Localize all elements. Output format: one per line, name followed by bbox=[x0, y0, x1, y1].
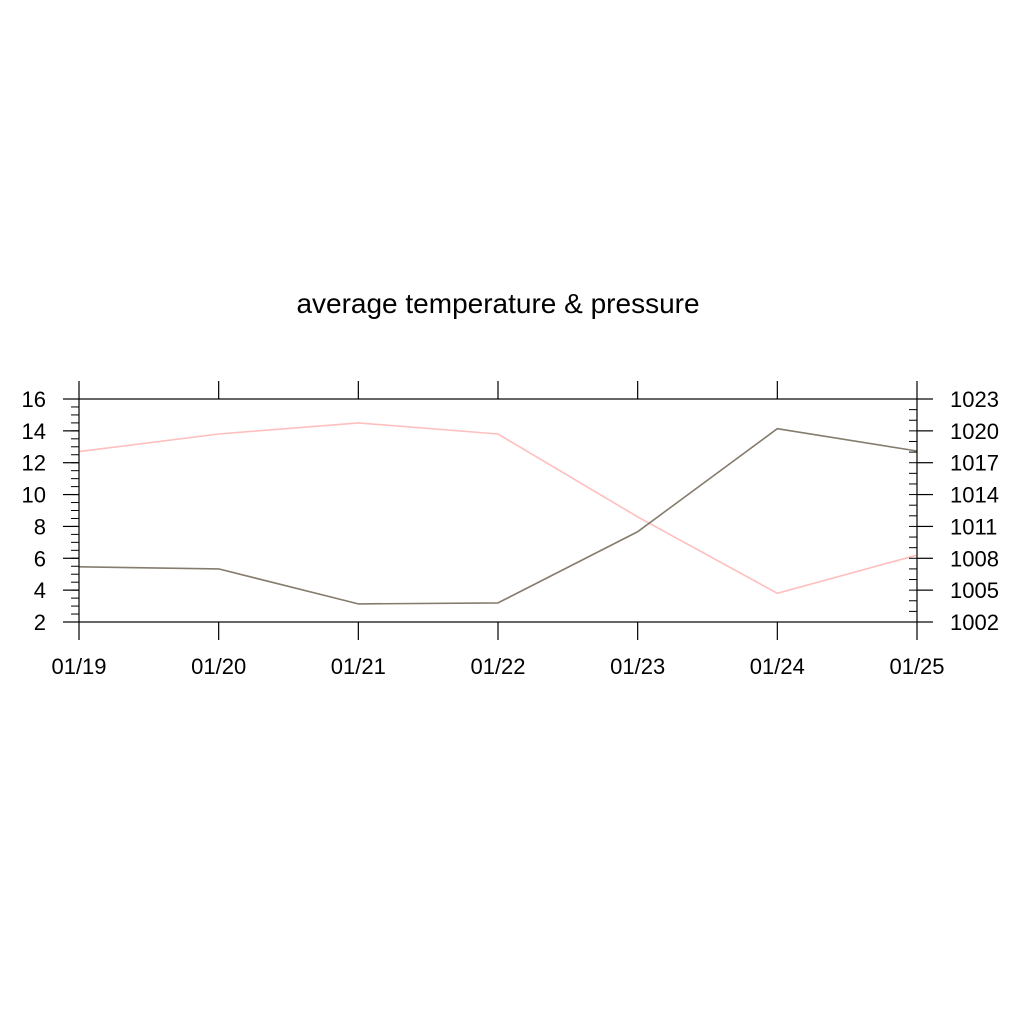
x-tick-label: 01/24 bbox=[750, 654, 805, 679]
x-tick-label: 01/20 bbox=[191, 654, 246, 679]
left-tick-label: 8 bbox=[34, 514, 46, 539]
axes-layer: 01/19 01/20 01/21 01/22 01/23 01/24 01/25 2 4 6 8 1… bbox=[22, 381, 999, 679]
x-tick-label: 01/23 bbox=[610, 654, 665, 679]
right-tick-label: 1023 bbox=[950, 387, 999, 412]
series-line-1 bbox=[78, 427, 918, 605]
left-tick-label: 10 bbox=[22, 483, 46, 508]
x-tick-label: 01/25 bbox=[889, 654, 944, 679]
x-tick-label: 01/22 bbox=[470, 654, 525, 679]
series-layer bbox=[78, 422, 918, 605]
series-line-0 bbox=[78, 422, 918, 595]
chart-title: average temperature & pressure bbox=[296, 288, 699, 319]
left-tick-label: 2 bbox=[34, 610, 46, 635]
left-tick-label: 6 bbox=[34, 546, 46, 571]
right-tick-label: 1017 bbox=[950, 451, 999, 476]
right-tick-label: 1002 bbox=[950, 610, 999, 635]
plot-frame bbox=[78, 398, 918, 623]
right-tick-label: 1008 bbox=[950, 546, 999, 571]
x-tick-label: 01/21 bbox=[331, 654, 386, 679]
right-tick-label: 1014 bbox=[950, 483, 999, 508]
left-tick-label: 16 bbox=[22, 387, 46, 412]
left-tick-label: 14 bbox=[22, 419, 46, 444]
left-tick-label: 12 bbox=[22, 451, 46, 476]
left-tick-label: 4 bbox=[34, 578, 46, 603]
right-tick-label: 1011 bbox=[950, 514, 997, 539]
x-tick-label: 01/19 bbox=[51, 654, 106, 679]
right-tick-label: 1005 bbox=[950, 578, 999, 603]
right-tick-label: 1020 bbox=[950, 419, 999, 444]
